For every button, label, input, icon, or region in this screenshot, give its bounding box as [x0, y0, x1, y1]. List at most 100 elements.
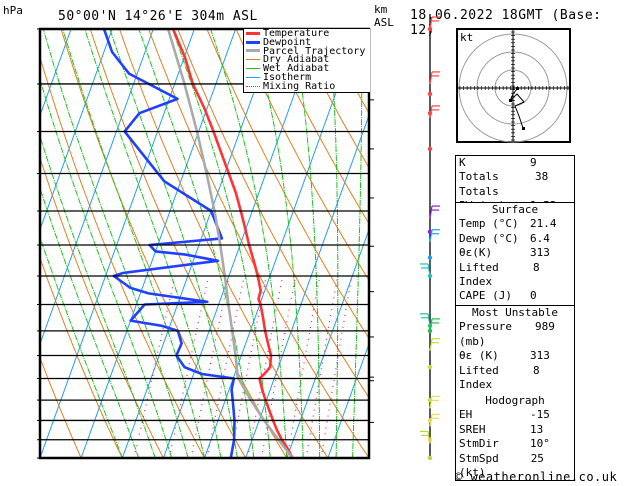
wet-adiabat-line [62, 29, 205, 458]
stat-value: -15 [530, 408, 550, 422]
stat-value: 8 [532, 363, 540, 377]
legend-label: Dry Adiabat [263, 54, 330, 66]
wind-barb [429, 16, 440, 30]
pressure-unit-label: hPa [3, 4, 23, 17]
wind-barb-shaft [429, 318, 433, 332]
legend-label: Mixing Ratio [263, 80, 336, 92]
surface-panel: Surface Temp (°C) 21.4 Dewp (°C) 6.4 θε(K) 313… [455, 202, 575, 320]
isotherm-line [0, 29, 30, 458]
stat-row: SREH 13 [456, 423, 574, 437]
wind-barb-shaft [429, 338, 433, 351]
asl-label: ASL [374, 16, 394, 29]
stat-value: 0 [530, 289, 537, 303]
km-label: km [374, 3, 388, 16]
wind-barb [429, 205, 440, 219]
hodograph-stats-panel: Hodograph EH -15 SREH 13 StmDir 10° StmSpd (kt)… [455, 394, 575, 482]
wind-barb [429, 229, 440, 242]
datetime-title: 18.06.2022 18GMT (Base: 12) [410, 8, 602, 38]
isotherm-line [40, 29, 72, 117]
copyright-footer: © weatheronline.co.uk [455, 470, 618, 484]
legend-swatch [246, 76, 260, 78]
wind-level-dot [427, 91, 433, 97]
stat-label: CAPE (J) [459, 289, 512, 303]
legend-item: Wet Adiabat [244, 63, 370, 75]
hodograph-end-marker [522, 127, 525, 130]
dry-adiabat-line [40, 356, 82, 458]
wind-barb [429, 395, 440, 409]
stat-label: Dewp (°C) [459, 231, 519, 245]
wind-level-dot [427, 146, 433, 152]
wind-barb-shaft [429, 205, 433, 219]
wind-barb [420, 313, 431, 326]
wet-adiabat-line [329, 29, 339, 458]
legend-item: Mixing Ratio [244, 80, 370, 92]
wind-barb [429, 318, 440, 332]
location-title: 50°00'N 14°26'E 304m ASL [58, 9, 258, 24]
stat-label: SREH [459, 422, 486, 436]
stat-value: 8 [532, 260, 540, 274]
legend-item: Temperature [244, 27, 370, 39]
wet-adiabat-line [40, 134, 156, 458]
hodograph [456, 28, 571, 143]
stat-label: Lifted Index [459, 260, 499, 289]
isotherm-line [327, 342, 369, 458]
wet-adiabat-line [42, 29, 189, 458]
mixing-ratio-line [305, 275, 339, 458]
plot-frame [38, 27, 371, 460]
panel-title: Most Unstable [471, 306, 559, 319]
dry-adiabat-line [293, 29, 369, 169]
stat-value: 9 [530, 156, 537, 169]
stat-row: θε (K) 313 [456, 349, 574, 363]
legend-item: Isotherm [244, 72, 370, 82]
legend-label: Wet Adiabat [263, 63, 330, 75]
dry-adiabat-line [235, 29, 369, 282]
stat-value: 313 [530, 246, 550, 260]
isotherm-line [40, 29, 195, 458]
isotherm-line [40, 29, 113, 231]
isotherm-line [286, 228, 369, 458]
dry-adiabat-line [615, 29, 629, 458]
legend-label: Dewpoint [263, 36, 312, 48]
wind-barb [429, 105, 440, 118]
wind-level-dot [427, 364, 433, 370]
dry-adiabat-line [89, 29, 288, 458]
isotherm-line [121, 29, 278, 458]
dry-adiabat-line [206, 29, 369, 340]
stat-label: StmDir [459, 437, 499, 451]
stat-row: Lifted Index 8 [456, 261, 574, 290]
wind-barb-shaft [429, 396, 433, 409]
legend-swatch [246, 59, 260, 61]
stat-row: CAPE (J) 0 [456, 289, 574, 303]
stat-value: 25 [530, 451, 544, 465]
wet-adiabat-line [352, 29, 363, 458]
stat-value: 313 [530, 349, 550, 363]
stat-value: 10° [530, 437, 550, 451]
legend-label: Temperature [263, 27, 330, 39]
wind-barb-shaft [427, 263, 431, 277]
stat-row: EH -15 [456, 408, 574, 422]
legend-swatch [246, 31, 260, 35]
legend-swatch [246, 49, 260, 53]
wind-barb [420, 263, 431, 277]
isotherm-line [245, 113, 369, 458]
wind-level-dot [427, 455, 433, 461]
legend-label: Parcel Trajectory [263, 45, 366, 57]
stat-label: K [459, 156, 466, 169]
series-dewpoint-line [102, 29, 236, 458]
stat-value: 989 [534, 320, 555, 334]
mixing-ratio-line [320, 275, 353, 458]
legend-swatch [246, 68, 260, 70]
legend-item: Parcel Trajectory [244, 45, 370, 57]
stat-value: 13 [530, 422, 544, 436]
stat-row: Totals Totals 38 [456, 170, 574, 199]
wind-level-dot [427, 255, 433, 260]
hodograph-storm-marker [509, 99, 512, 102]
stat-label: Totals Totals [459, 170, 499, 198]
isotherm-line [204, 29, 360, 458]
stat-row: θε(K) 313 [456, 246, 574, 260]
stat-row: Dewp (°C) 6.4 [456, 232, 574, 246]
mixing-ratio-line [286, 275, 321, 458]
isotherm-line [162, 29, 319, 458]
hodograph-trace [509, 88, 525, 129]
